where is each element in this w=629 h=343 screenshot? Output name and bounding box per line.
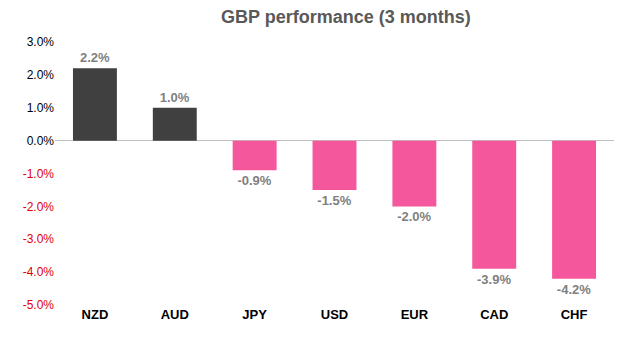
svg-text:CAD: CAD — [480, 307, 508, 322]
svg-text:EUR: EUR — [401, 307, 429, 322]
svg-text:-5.0%: -5.0% — [23, 298, 55, 312]
svg-text:USD: USD — [321, 307, 348, 322]
svg-text:-2.0%: -2.0% — [23, 200, 55, 214]
svg-text:-4.0%: -4.0% — [23, 265, 55, 279]
svg-text:-0.9%: -0.9% — [237, 173, 271, 188]
svg-text:-3.9%: -3.9% — [477, 272, 511, 287]
svg-text:-2.0%: -2.0% — [397, 209, 431, 224]
svg-text:2.0%: 2.0% — [27, 68, 55, 82]
svg-text:-1.0%: -1.0% — [23, 167, 55, 181]
svg-text:-4.2%: -4.2% — [557, 282, 591, 297]
svg-text:AUD: AUD — [161, 307, 189, 322]
svg-text:JPY: JPY — [242, 307, 267, 322]
svg-text:1.0%: 1.0% — [27, 101, 55, 115]
svg-text:CHF: CHF — [561, 307, 588, 322]
svg-text:2.2%: 2.2% — [80, 50, 110, 65]
svg-text:1.0%: 1.0% — [160, 90, 190, 105]
svg-text:3.0%: 3.0% — [27, 35, 55, 49]
svg-text:-3.0%: -3.0% — [23, 232, 55, 246]
svg-text:GBP performance (3 months): GBP performance (3 months) — [221, 7, 471, 27]
svg-text:NZD: NZD — [82, 307, 109, 322]
svg-text:0.0%: 0.0% — [27, 134, 55, 148]
svg-text:-1.5%: -1.5% — [317, 193, 351, 208]
